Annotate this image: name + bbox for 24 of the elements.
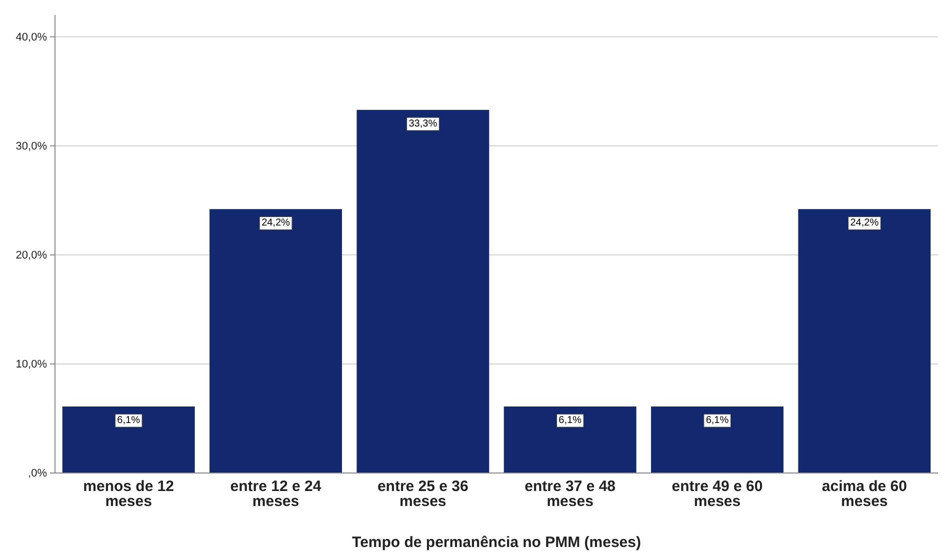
x-tick-label: entre 49 e 60 meses: [672, 478, 763, 510]
x-tick-label: entre 25 e 36 meses: [377, 478, 468, 510]
bar: [62, 406, 195, 473]
y-tick-label: ,0%: [28, 468, 48, 480]
data-label: 6,1%: [117, 415, 140, 426]
data-label: 6,1%: [706, 415, 729, 426]
y-tick-label: 10,0%: [16, 358, 48, 370]
data-label: 33,3%: [408, 118, 438, 130]
bar: [356, 110, 490, 473]
bar: [798, 209, 931, 473]
data-label: 24,2%: [262, 218, 290, 229]
bar: [504, 406, 636, 473]
x-tick-label: acima de 60 meses: [822, 478, 907, 510]
x-tick-label: entre 12 e 24 meses: [230, 478, 322, 510]
data-label: 6,1%: [558, 415, 582, 426]
y-tick-label: 30,0%: [16, 140, 48, 152]
data-label: 24,2%: [850, 218, 879, 229]
y-tick-label: 40,0%: [16, 31, 48, 44]
x-axis-title: Tempo de permanência no PMM (meses): [352, 534, 641, 551]
bar: [651, 406, 784, 473]
x-tick-label: menos de 12 meses: [83, 478, 174, 510]
bar: [210, 209, 342, 473]
x-tick-label: entre 37 e 48 meses: [524, 478, 616, 510]
y-tick-label: 20,0%: [16, 249, 48, 262]
